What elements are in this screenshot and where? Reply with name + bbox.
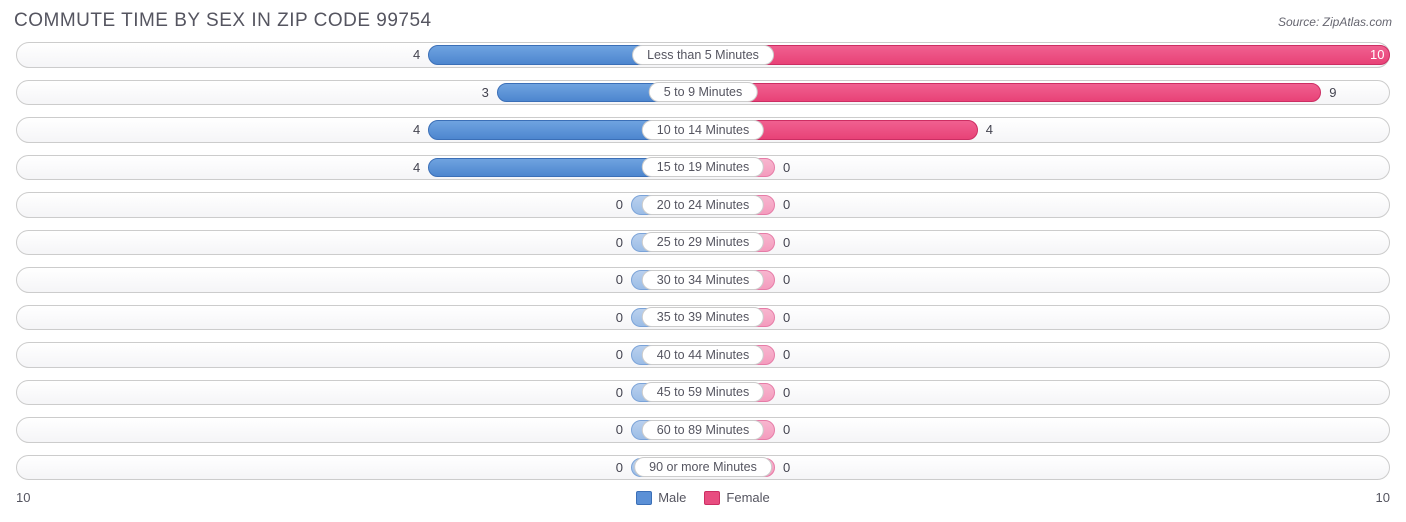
- category-label: 5 to 9 Minutes: [649, 82, 758, 102]
- male-half: 4: [16, 117, 703, 143]
- female-value: 0: [777, 455, 796, 481]
- legend-swatch-female: [704, 491, 720, 505]
- female-bar: [703, 83, 1321, 103]
- male-half: 4: [16, 155, 703, 181]
- chart-row: 0 0 35 to 39 Minutes: [12, 301, 1394, 335]
- female-half: 0: [703, 305, 1390, 331]
- female-half: 0: [703, 455, 1390, 481]
- category-label: 60 to 89 Minutes: [642, 420, 764, 440]
- female-half: 4: [703, 117, 1390, 143]
- male-value: 0: [610, 342, 629, 368]
- male-value: 0: [610, 455, 629, 481]
- female-value: 0: [777, 305, 796, 331]
- female-value: 0: [777, 267, 796, 293]
- chart-footer: 10 Male Female 10: [0, 488, 1406, 505]
- male-value: 0: [610, 417, 629, 443]
- female-value: 10: [1364, 42, 1390, 68]
- category-label: 10 to 14 Minutes: [642, 120, 764, 140]
- male-half: 3: [16, 80, 703, 106]
- male-value: 0: [610, 267, 629, 293]
- category-label: Less than 5 Minutes: [632, 45, 774, 65]
- male-half: 4: [16, 42, 703, 68]
- category-label: 25 to 29 Minutes: [642, 232, 764, 252]
- female-half: 9: [703, 80, 1390, 106]
- chart-row: 0 0 20 to 24 Minutes: [12, 188, 1394, 222]
- female-half: 0: [703, 342, 1390, 368]
- female-value: 0: [777, 342, 796, 368]
- chart-row: 0 0 25 to 29 Minutes: [12, 226, 1394, 260]
- male-half: 0: [16, 342, 703, 368]
- category-label: 30 to 34 Minutes: [642, 270, 764, 290]
- male-value: 0: [610, 192, 629, 218]
- male-half: 0: [16, 230, 703, 256]
- chart-row: 4 0 15 to 19 Minutes: [12, 151, 1394, 185]
- category-label: 40 to 44 Minutes: [642, 345, 764, 365]
- male-value: 0: [610, 305, 629, 331]
- male-half: 0: [16, 192, 703, 218]
- axis-max-left: 10: [16, 490, 30, 505]
- chart-row: 3 9 5 to 9 Minutes: [12, 76, 1394, 110]
- female-value: 0: [777, 155, 796, 181]
- female-half: 0: [703, 380, 1390, 406]
- female-half: 0: [703, 192, 1390, 218]
- female-half: 0: [703, 230, 1390, 256]
- legend-item-female: Female: [704, 490, 769, 505]
- chart-row: 4 4 10 to 14 Minutes: [12, 113, 1394, 147]
- chart-row: 0 0 60 to 89 Minutes: [12, 413, 1394, 447]
- male-value: 4: [407, 42, 426, 68]
- male-value: 4: [407, 117, 426, 143]
- chart-title: COMMUTE TIME BY SEX IN ZIP CODE 99754: [14, 10, 432, 32]
- female-half: 0: [703, 267, 1390, 293]
- male-value: 0: [610, 380, 629, 406]
- category-label: 15 to 19 Minutes: [642, 157, 764, 177]
- female-value: 0: [777, 192, 796, 218]
- female-value: 0: [777, 230, 796, 256]
- chart-container: COMMUTE TIME BY SEX IN ZIP CODE 99754 So…: [0, 0, 1406, 522]
- legend: Male Female: [636, 490, 770, 505]
- chart-row: 0 0 45 to 59 Minutes: [12, 376, 1394, 410]
- female-value: 0: [777, 380, 796, 406]
- female-value: 4: [980, 117, 999, 143]
- male-half: 0: [16, 417, 703, 443]
- female-half: 0: [703, 417, 1390, 443]
- category-label: 35 to 39 Minutes: [642, 307, 764, 327]
- female-bar: [703, 45, 1390, 65]
- chart-header: COMMUTE TIME BY SEX IN ZIP CODE 99754 So…: [0, 0, 1406, 36]
- female-value: 0: [777, 417, 796, 443]
- female-half: 10: [703, 42, 1390, 68]
- male-value: 4: [407, 155, 426, 181]
- chart-row: 0 0 40 to 44 Minutes: [12, 338, 1394, 372]
- male-half: 0: [16, 455, 703, 481]
- chart-row: 0 090 or more Minutes: [12, 451, 1394, 485]
- male-half: 0: [16, 267, 703, 293]
- chart-row: 0 0 30 to 34 Minutes: [12, 263, 1394, 297]
- category-label: 45 to 59 Minutes: [642, 382, 764, 402]
- chart-row: 4 10 Less than 5 Minutes: [12, 38, 1394, 72]
- female-value: 9: [1323, 80, 1342, 106]
- male-value: 3: [476, 80, 495, 106]
- female-half: 0: [703, 155, 1390, 181]
- legend-label-male: Male: [658, 490, 686, 505]
- male-half: 0: [16, 380, 703, 406]
- male-value: 0: [610, 230, 629, 256]
- category-label: 90 or more Minutes: [634, 457, 772, 477]
- male-half: 0: [16, 305, 703, 331]
- chart-body: 410Less than 5 Minutes395 to 9 Minutes44…: [0, 36, 1406, 484]
- legend-label-female: Female: [726, 490, 769, 505]
- chart-source: Source: ZipAtlas.com: [1278, 15, 1392, 29]
- axis-max-right: 10: [1376, 490, 1390, 505]
- category-label: 20 to 24 Minutes: [642, 195, 764, 215]
- legend-item-male: Male: [636, 490, 686, 505]
- legend-swatch-male: [636, 491, 652, 505]
